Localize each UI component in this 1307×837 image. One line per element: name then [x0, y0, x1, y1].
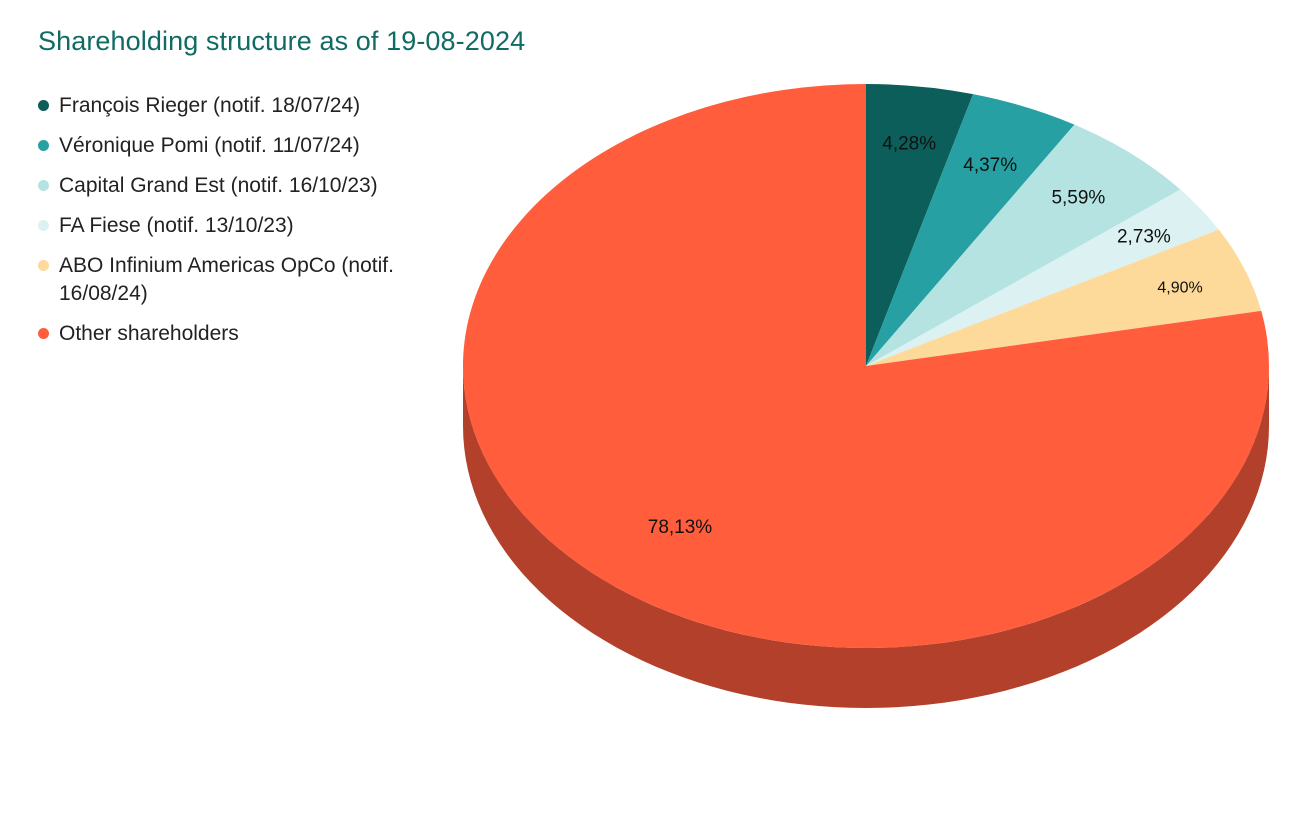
- legend-swatch: [38, 100, 49, 111]
- slice-data-label: 2,73%: [1117, 227, 1171, 248]
- legend-label: FA Fiese (notif. 13/10/23): [59, 214, 294, 237]
- legend-entry: Other shareholders: [38, 320, 438, 348]
- legend-label: ABO Infinium Americas OpCo (notif. 16/08…: [59, 254, 394, 305]
- legend-entry: Véronique Pomi (notif. 11/07/24): [38, 132, 438, 160]
- slice-data-label: 4,28%: [882, 133, 936, 154]
- legend-label: Other shareholders: [59, 322, 239, 345]
- legend-entry: ABO Infinium Americas OpCo (notif. 16/08…: [38, 252, 438, 308]
- legend-swatch: [38, 140, 49, 151]
- slice-data-label: 5,59%: [1051, 187, 1105, 208]
- legend-entry: François Rieger (notif. 18/07/24): [38, 92, 438, 120]
- pie-slice: [866, 189, 1219, 366]
- pie-slice: [866, 84, 974, 366]
- pie-side-wall: [463, 366, 1269, 708]
- legend-entry: FA Fiese (notif. 13/10/23): [38, 212, 438, 240]
- legend-label: François Rieger (notif. 18/07/24): [59, 94, 361, 117]
- pie-slice: [866, 229, 1262, 366]
- chart-title: Shareholding structure as of 19-08-2024: [38, 26, 526, 56]
- slice-data-label: 78,13%: [648, 517, 713, 538]
- pie-slice: [866, 94, 1075, 366]
- legend-swatch: [38, 180, 49, 191]
- pie-slice: [866, 124, 1181, 366]
- legend-label: Véronique Pomi (notif. 11/07/24): [59, 134, 360, 157]
- legend-swatch: [38, 260, 49, 271]
- slice-data-label: 4,90%: [1157, 280, 1202, 297]
- legend: François Rieger (notif. 18/07/24) Véroniq…: [38, 92, 438, 360]
- legend-swatch: [38, 220, 49, 231]
- legend-label: Capital Grand Est (notif. 16/10/23): [59, 174, 378, 197]
- slice-data-label: 4,37%: [963, 155, 1017, 176]
- legend-entry: Capital Grand Est (notif. 16/10/23): [38, 172, 438, 200]
- pie-slice: [462, 84, 1269, 648]
- legend-swatch: [38, 328, 49, 339]
